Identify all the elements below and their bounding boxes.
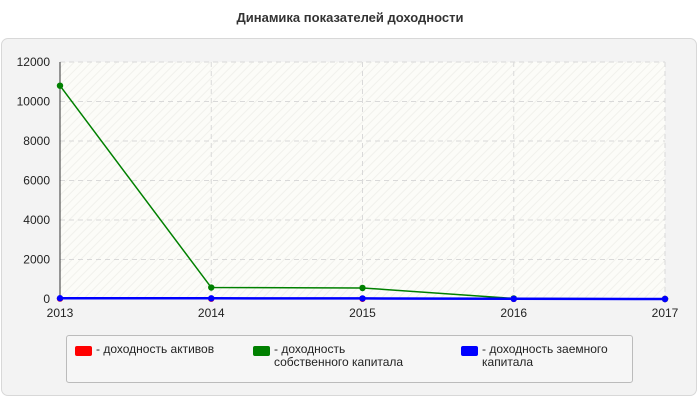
y-tick-label: 4000 bbox=[23, 213, 50, 227]
y-tick-label: 12000 bbox=[17, 55, 51, 69]
legend-swatch bbox=[253, 346, 270, 356]
series-3-point bbox=[510, 295, 517, 303]
legend-label: - доходность активов bbox=[96, 342, 215, 356]
x-tick-label: 2015 bbox=[349, 306, 376, 320]
y-tick-label: 6000 bbox=[23, 174, 50, 188]
chart-title: Динамика показателей доходности bbox=[236, 10, 464, 25]
series-3-point bbox=[661, 295, 669, 303]
series-3-point bbox=[208, 295, 215, 302]
x-tick-label: 2016 bbox=[500, 306, 527, 320]
axes: 0 2000 4000 6000 8000 10000 12000 2013 2014 2015 2… bbox=[17, 55, 679, 320]
series-3-point bbox=[56, 295, 64, 302]
series-lines bbox=[56, 82, 669, 303]
x-tick-label: 2013 bbox=[47, 306, 74, 320]
legend-label: - доходность заемного капитала bbox=[482, 342, 608, 369]
y-tick-label: 8000 bbox=[23, 134, 50, 148]
series-2-point bbox=[208, 284, 215, 291]
legend-swatch bbox=[75, 346, 92, 356]
y-tick-label: 2000 bbox=[23, 253, 50, 267]
x-tick-label: 2014 bbox=[198, 306, 225, 320]
legend-label: - доходность собственного капитала bbox=[274, 342, 404, 369]
x-tick-label: 2017 bbox=[652, 306, 679, 320]
legend-swatch bbox=[461, 346, 478, 356]
y-tick-label: 0 bbox=[43, 292, 50, 306]
series-3-point bbox=[359, 295, 366, 302]
series-2-point bbox=[56, 82, 64, 89]
legend: - доходность активов - доходность собстве… bbox=[66, 335, 633, 383]
series-2-point bbox=[359, 284, 366, 292]
y-tick-label: 10000 bbox=[17, 95, 51, 109]
